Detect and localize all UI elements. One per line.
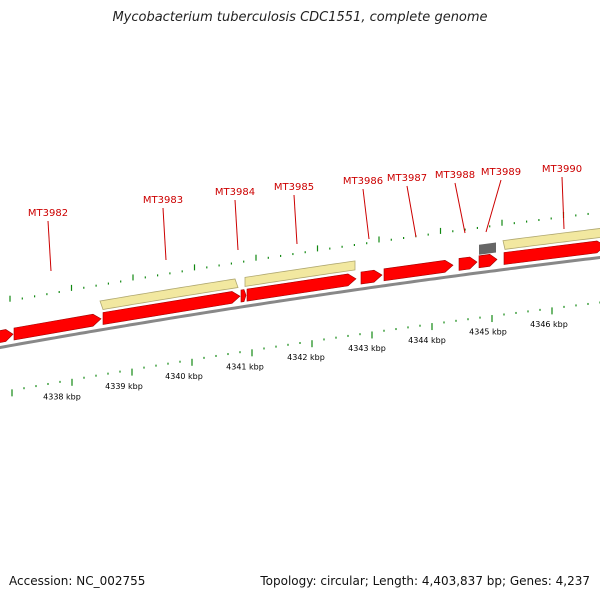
backbone-line [0, 255, 600, 350]
gene-leader-line [162, 207, 167, 261]
gene-leader-line [47, 220, 52, 272]
gene-label-mt3982: MT3982 [28, 208, 68, 219]
gene-label-mt3984: MT3984 [215, 187, 255, 198]
gene-arrow-3 [102, 291, 241, 325]
scale-label: 4346 kbp [530, 320, 568, 329]
gene-arrow-9 [478, 253, 498, 269]
gene-arrow-7 [383, 259, 454, 282]
gene-label-mt3990: MT3990 [542, 164, 582, 175]
map-title: Mycobacterium tuberculosis CDC1551, comp… [112, 10, 488, 25]
gene-label-mt3988: MT3988 [435, 170, 475, 181]
scale-label: 4339 kbp [105, 382, 143, 391]
gene-leader-line [293, 194, 298, 245]
scale-label: 4345 kbp [469, 328, 507, 337]
scale-label: 4340 kbp [165, 372, 203, 381]
gene-leader-line [561, 176, 565, 230]
gene-leader-line [406, 185, 417, 238]
gene-arrow-8 [458, 256, 478, 271]
gene-label-mt3986: MT3986 [343, 176, 383, 187]
accession-text: Accession: NC_002755 [9, 574, 146, 588]
genome-info-text: Topology: circular; Length: 4,403,837 bp… [260, 574, 590, 588]
gene-arrow-1 [0, 329, 14, 343]
gene-label-mt3989: MT3989 [481, 167, 521, 178]
scale-label: 4341 kbp [226, 362, 264, 371]
scale-label: 4344 kbp [408, 336, 446, 345]
gene-arrow-6 [360, 269, 383, 285]
band-feature-3 [502, 228, 600, 250]
scale-label: 4342 kbp [287, 353, 325, 362]
grey-feature [479, 242, 496, 255]
gene-arrow-5 [246, 273, 357, 302]
scale-label: 4338 kbp [43, 393, 81, 402]
band-feature-1 [99, 278, 239, 310]
band-feature-2 [244, 260, 356, 287]
gene-arrow-10 [503, 240, 600, 265]
gene-label-mt3987: MT3987 [387, 173, 427, 184]
gene-leader-line [485, 179, 502, 233]
scale-label: 4343 kbp [348, 344, 386, 353]
gene-leader-line [362, 188, 370, 240]
gene-arrow-2 [13, 313, 102, 341]
gene-leader-line [234, 199, 239, 251]
gene-label-mt3983: MT3983 [143, 195, 183, 206]
gene-label-mt3985: MT3985 [274, 182, 314, 193]
gene-leader-line [454, 182, 466, 234]
gene-arrow-4 [240, 289, 247, 303]
